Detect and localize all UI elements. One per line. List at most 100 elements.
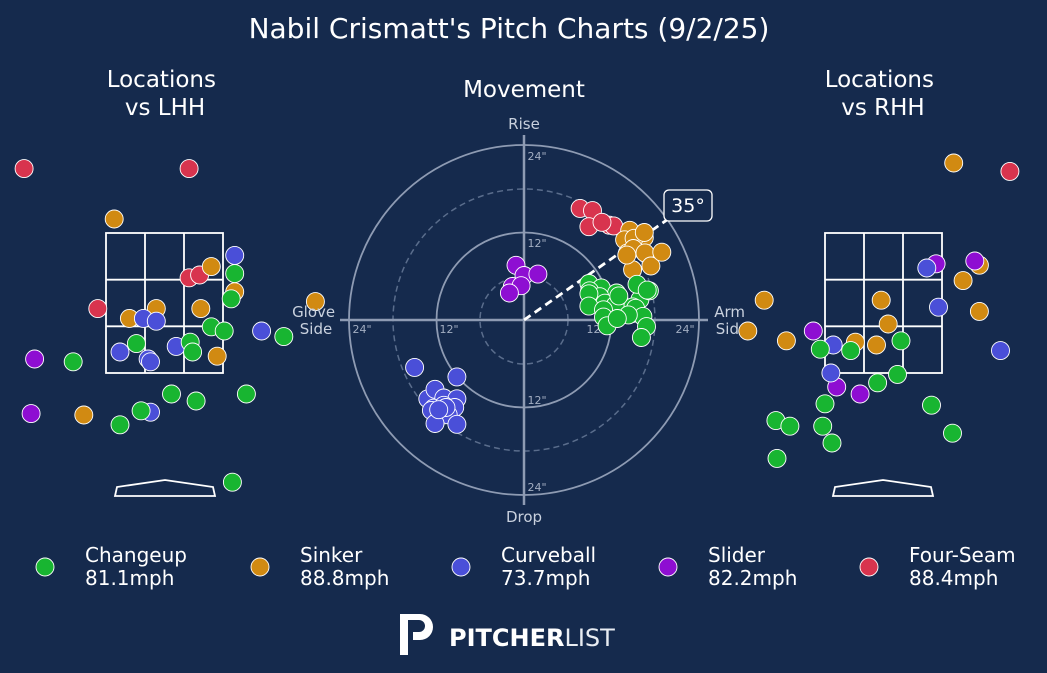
rhh-home-plate <box>831 479 935 497</box>
axis-label-glove-side-line2: Side <box>300 320 332 338</box>
rhh-panel-title: Locations vs RHH <box>825 67 942 121</box>
rhh-panel-title-line1: Locations <box>825 67 934 93</box>
movement-pitch-point-slider <box>499 283 519 303</box>
lhh-points-layer <box>14 159 325 492</box>
movement-pitch-point-changeup <box>631 328 651 347</box>
movement-pitch-point-sinker <box>641 256 661 276</box>
lhh-panel-title-line1: Locations <box>107 67 216 93</box>
lhh-pitch-point-changeup <box>274 327 294 347</box>
movement-pitch-point-changeup <box>609 286 629 306</box>
rhh-pitch-point-sinker <box>878 314 898 334</box>
legend-marker-sinker <box>250 557 270 577</box>
tick-label-top-12: 12" <box>527 237 546 250</box>
legend-marker-changeup <box>35 557 55 577</box>
tick-label-top-24: 24" <box>527 150 546 163</box>
lhh-pitch-point-four-seam <box>179 159 199 179</box>
lhh-pitch-point-sinker <box>74 405 94 425</box>
movement-pitch-point-sinker <box>617 245 637 265</box>
brand-wordmark: PITCHERLIST <box>449 624 615 652</box>
tick-label-right-24: 24" <box>675 323 694 336</box>
rhh-pitch-point-slider <box>965 251 985 271</box>
rhh-pitch-point-sinker <box>754 290 774 310</box>
tick-label-bottom-12: 12" <box>527 394 546 407</box>
legend-pitch-name: Sinker <box>300 543 363 567</box>
axis-label-rise: Rise <box>508 115 540 133</box>
rhh-pitch-point-changeup <box>891 331 911 351</box>
rhh-pitch-point-changeup <box>767 448 787 468</box>
movement-pitch-point-sinker <box>634 223 654 242</box>
lhh-pitch-point-sinker <box>104 209 124 229</box>
pitcherlist-brand: PITCHERLIST <box>400 614 615 655</box>
rhh-pitch-point-changeup <box>943 423 962 443</box>
movement-pitch-point-curveball <box>429 400 449 420</box>
lhh-pitch-point-curveball <box>225 245 245 265</box>
axis-label-glove-side-line1: Glove <box>292 303 335 321</box>
legend-marker-slider <box>658 557 678 577</box>
lhh-pitch-point-changeup <box>162 384 181 404</box>
movement-pitch-point-curveball <box>447 414 467 434</box>
rhh-pitch-point-sinker <box>776 331 796 351</box>
rhh-pitch-point-sinker <box>969 301 989 321</box>
lhh-pitch-point-changeup <box>63 352 83 372</box>
rhh-pitch-point-sinker <box>944 153 964 173</box>
legend-pitch-name: Slider <box>708 543 766 567</box>
rhh-pitch-point-curveball <box>917 258 937 278</box>
lhh-pitch-point-curveball <box>110 342 130 362</box>
legend-pitch-name: Curveball <box>501 543 596 567</box>
axis-label-arm-side-line1: Arm <box>714 303 745 321</box>
legend-pitch-speed: 82.2mph <box>708 566 797 590</box>
lhh-pitch-point-sinker <box>201 257 221 277</box>
legend-pitch-name: Four-Seam <box>909 543 1016 567</box>
lhh-pitch-point-changeup <box>236 384 256 404</box>
movement-pitch-point-changeup <box>607 309 627 328</box>
lhh-pitch-point-sinker <box>191 299 211 319</box>
movement-pitch-point-four-seam <box>592 212 612 232</box>
tick-label-bottom-24: 24" <box>527 481 546 494</box>
tick-label-left-12: 12" <box>439 323 458 336</box>
lhh-pitch-point-sinker <box>207 346 227 366</box>
rhh-pitch-point-curveball <box>991 341 1010 361</box>
rhh-locations-panel: Locations vs RHH <box>738 67 1020 497</box>
legend-pitch-speed: 88.4mph <box>909 566 998 590</box>
rhh-pitch-point-sinker <box>871 290 891 310</box>
lhh-pitch-point-changeup <box>131 401 151 421</box>
lhh-pitch-point-changeup <box>222 472 242 492</box>
rhh-pitch-point-changeup <box>813 416 833 436</box>
lhh-panel-title: Locations vs LHH <box>107 67 224 121</box>
arm-angle-line <box>523 201 693 322</box>
rhh-pitch-point-slider <box>803 321 823 341</box>
lhh-locations-panel: Locations vs LHH <box>14 67 325 497</box>
rhh-pitch-point-changeup <box>810 339 830 359</box>
legend-pitch-speed: 88.8mph <box>300 566 389 590</box>
lhh-pitch-point-curveball <box>252 321 272 341</box>
rhh-pitch-point-changeup <box>815 394 835 414</box>
lhh-panel-title-line2: vs LHH <box>125 95 205 121</box>
legend-marker-curveball <box>451 557 471 577</box>
arm-angle-label-box <box>663 189 713 222</box>
rhh-pitch-point-changeup <box>822 433 842 453</box>
rhh-pitch-point-changeup <box>780 416 800 436</box>
rhh-panel-title-line2: vs RHH <box>841 95 924 121</box>
movement-panel: Movement Rise Drop Glove Side Arm Side 2… <box>292 77 748 526</box>
lhh-pitch-point-changeup <box>110 415 130 435</box>
movement-pitch-point-sinker <box>652 242 672 262</box>
rhh-pitch-point-sinker <box>953 271 973 291</box>
lhh-pitch-point-changeup <box>126 334 146 354</box>
lhh-pitch-point-curveball <box>146 311 166 331</box>
legend-pitch-speed: 73.7mph <box>501 566 590 590</box>
rhh-pitch-point-four-seam <box>1000 161 1020 181</box>
rhh-pitch-point-changeup <box>868 373 888 393</box>
lhh-pitch-point-changeup <box>221 289 241 309</box>
rhh-points-layer <box>738 153 1020 468</box>
rhh-pitch-point-slider <box>850 384 870 404</box>
lhh-pitch-point-four-seam <box>14 159 34 179</box>
lhh-home-plate <box>113 479 217 497</box>
lhh-pitch-point-sinker <box>305 292 325 312</box>
brand-wordmark-bold: PITCHER <box>449 624 564 652</box>
